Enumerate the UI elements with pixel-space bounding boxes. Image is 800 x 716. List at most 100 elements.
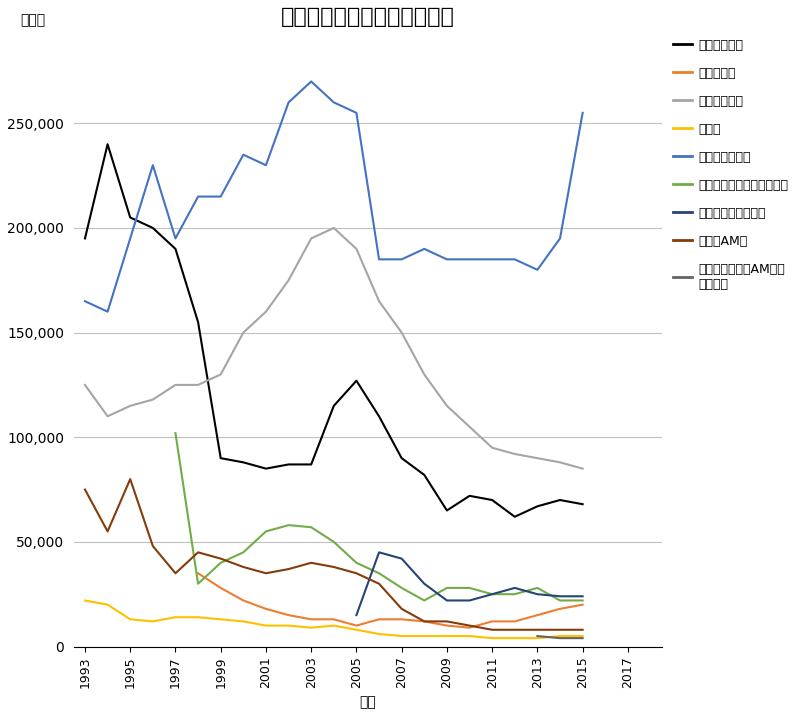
Line: その他AM機: その他AM機 <box>85 479 582 630</box>
音楽ゲーム <box>419 617 429 626</box>
乗り物 <box>352 626 362 634</box>
テレビゲーム <box>126 213 135 222</box>
その他AM機 <box>261 569 270 578</box>
音楽ゲーム <box>194 569 203 578</box>
テレビゲーム <box>374 412 384 420</box>
音楽ゲーム <box>238 596 248 605</box>
音楽ゲーム <box>487 617 497 626</box>
乗り物 <box>216 615 226 624</box>
音楽ゲーム <box>352 621 362 630</box>
アミューズメントベンダー <box>238 548 248 556</box>
その他AM機 <box>194 548 203 556</box>
その他AM機 <box>102 527 112 536</box>
乗り物 <box>284 621 294 630</box>
その他AM機 <box>126 475 135 483</box>
その他AM機 <box>419 617 429 626</box>
キッズカードゲーム <box>555 592 565 601</box>
乗り物 <box>487 634 497 642</box>
その他AM機 <box>465 621 474 630</box>
テレビゲーム <box>170 245 180 253</box>
その他AM機 <box>216 554 226 563</box>
メダルゲーム <box>194 381 203 390</box>
プライズゲーム <box>555 234 565 243</box>
キッズカードゲーム <box>578 592 587 601</box>
音楽ゲーム <box>510 617 519 626</box>
アミューズメントベンダー <box>555 596 565 605</box>
乗り物 <box>419 632 429 640</box>
乗り物 <box>194 613 203 621</box>
乗り物 <box>170 613 180 621</box>
アミューズメントベンダー <box>284 521 294 529</box>
アミューズメントベンダー <box>510 590 519 599</box>
その他AM機 <box>555 626 565 634</box>
アミューズメントベンダー <box>442 584 452 592</box>
Line: メダルゲーム: メダルゲーム <box>85 228 582 469</box>
テレビゲーム <box>397 454 406 463</box>
音楽ゲーム <box>261 604 270 613</box>
音楽ゲーム <box>442 621 452 630</box>
その他AM機 <box>374 579 384 588</box>
アミューズメントベンダー <box>306 523 316 531</box>
乗り物 <box>533 634 542 642</box>
プライズゲーム <box>352 109 362 117</box>
プライズゲーム <box>170 234 180 243</box>
Line: ガチャガチャ（AM施設
内のみ）: ガチャガチャ（AM施設 内のみ） <box>538 636 582 638</box>
プライズゲーム <box>238 150 248 159</box>
Line: テレビゲーム: テレビゲーム <box>85 144 582 517</box>
キッズカードゲーム <box>510 584 519 592</box>
テレビゲーム <box>465 492 474 500</box>
メダルゲーム <box>216 370 226 379</box>
テレビゲーム <box>194 318 203 326</box>
アミューズメントベンダー <box>487 590 497 599</box>
その他AM機 <box>510 626 519 634</box>
メダルゲーム <box>126 402 135 410</box>
テレビゲーム <box>216 454 226 463</box>
音楽ゲーム <box>555 604 565 613</box>
プライズゲーム <box>374 255 384 263</box>
Line: アミューズメントベンダー: アミューズメントベンダー <box>175 433 582 601</box>
乗り物 <box>465 632 474 640</box>
メダルゲーム <box>374 297 384 306</box>
Title: 種類別オペレーション売上高: 種類別オペレーション売上高 <box>281 7 454 27</box>
アミューズメントベンダー <box>465 584 474 592</box>
X-axis label: 年度: 年度 <box>359 695 376 709</box>
キッズカードゲーム <box>419 579 429 588</box>
その他AM機 <box>238 563 248 571</box>
音楽ゲーム <box>284 611 294 619</box>
テレビゲーム <box>329 402 338 410</box>
メダルゲーム <box>419 370 429 379</box>
メダルゲーム <box>284 276 294 284</box>
乗り物 <box>555 632 565 640</box>
プライズゲーム <box>329 98 338 107</box>
その他AM機 <box>397 604 406 613</box>
テレビゲーム <box>578 500 587 508</box>
プライズゲーム <box>102 307 112 316</box>
テレビゲーム <box>533 502 542 511</box>
キッズカードゲーム <box>465 596 474 605</box>
メダルゲーム <box>170 381 180 390</box>
メダルゲーム <box>555 458 565 467</box>
プライズゲーム <box>306 77 316 86</box>
その他AM機 <box>533 626 542 634</box>
アミューズメントベンダー <box>397 584 406 592</box>
その他AM機 <box>170 569 180 578</box>
その他AM機 <box>284 565 294 574</box>
乗り物 <box>102 600 112 609</box>
テレビゲーム <box>352 377 362 385</box>
アミューズメントベンダー <box>533 584 542 592</box>
プライズゲーム <box>419 245 429 253</box>
メダルゲーム <box>397 329 406 337</box>
プライズゲーム <box>397 255 406 263</box>
キッズカードゲーム <box>397 554 406 563</box>
音楽ゲーム <box>533 611 542 619</box>
プライズゲーム <box>261 161 270 170</box>
乗り物 <box>510 634 519 642</box>
その他AM機 <box>148 542 158 551</box>
アミューズメントベンダー <box>261 527 270 536</box>
メダルゲーム <box>510 450 519 458</box>
その他AM機 <box>442 617 452 626</box>
Line: 音楽ゲーム: 音楽ゲーム <box>198 574 582 628</box>
メダルゲーム <box>533 454 542 463</box>
アミューズメントベンダー <box>419 596 429 605</box>
キッズカードゲーム <box>442 596 452 605</box>
